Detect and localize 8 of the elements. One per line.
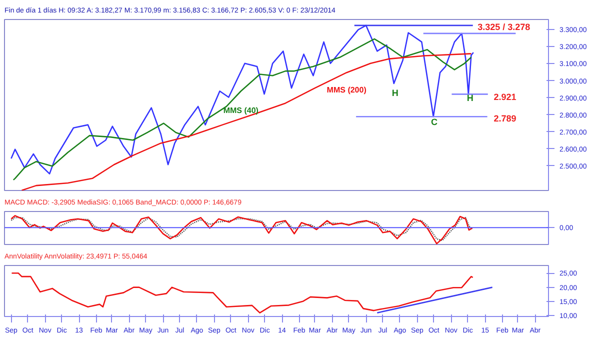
annotation: 2.921 <box>494 92 516 102</box>
annotation: 2.789 <box>494 113 516 124</box>
annotation: H <box>392 88 398 98</box>
series-label: MMS (200) <box>326 86 367 95</box>
annotation: H <box>466 93 474 104</box>
annotation: C <box>431 117 438 128</box>
series-label: MMS (40) <box>223 106 259 116</box>
annotation: 3.325 / 3.278 <box>478 22 530 32</box>
